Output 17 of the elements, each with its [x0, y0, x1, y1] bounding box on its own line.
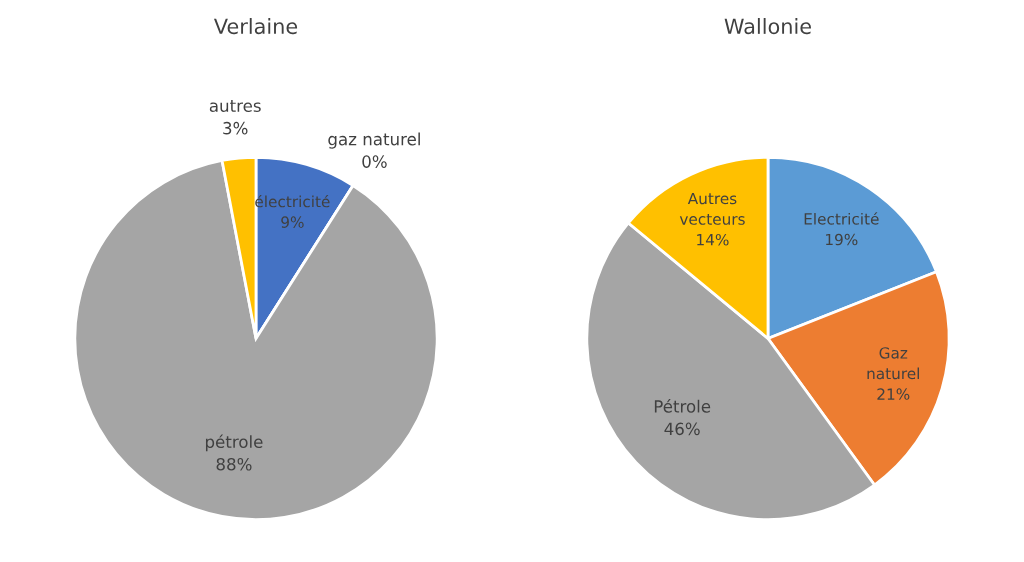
slice-label: Autres vecteurs: [679, 192, 745, 225]
slice-label: pétrole: [205, 434, 263, 452]
slice-label: Gaz naturel: [867, 347, 919, 380]
slice-label: Pétrole: [654, 399, 711, 413]
data-label: 46%: [664, 422, 700, 436]
text: 0%: [362, 155, 387, 168]
slice-label: Electricité: [804, 212, 879, 225]
chart-title: Verlaine: [213, 18, 298, 35]
data-label: 14%: [697, 233, 729, 246]
data-label: 19%: [826, 233, 858, 246]
data-label: 3%: [223, 121, 248, 135]
data-label: 88%: [216, 457, 252, 471]
category-label: gaz naturel: [328, 132, 420, 149]
slice-label: autres: [209, 100, 261, 113]
data-label: 9%: [281, 216, 304, 228]
chart-title: Wallonie: [724, 18, 811, 35]
data-label: 21%: [877, 388, 910, 400]
